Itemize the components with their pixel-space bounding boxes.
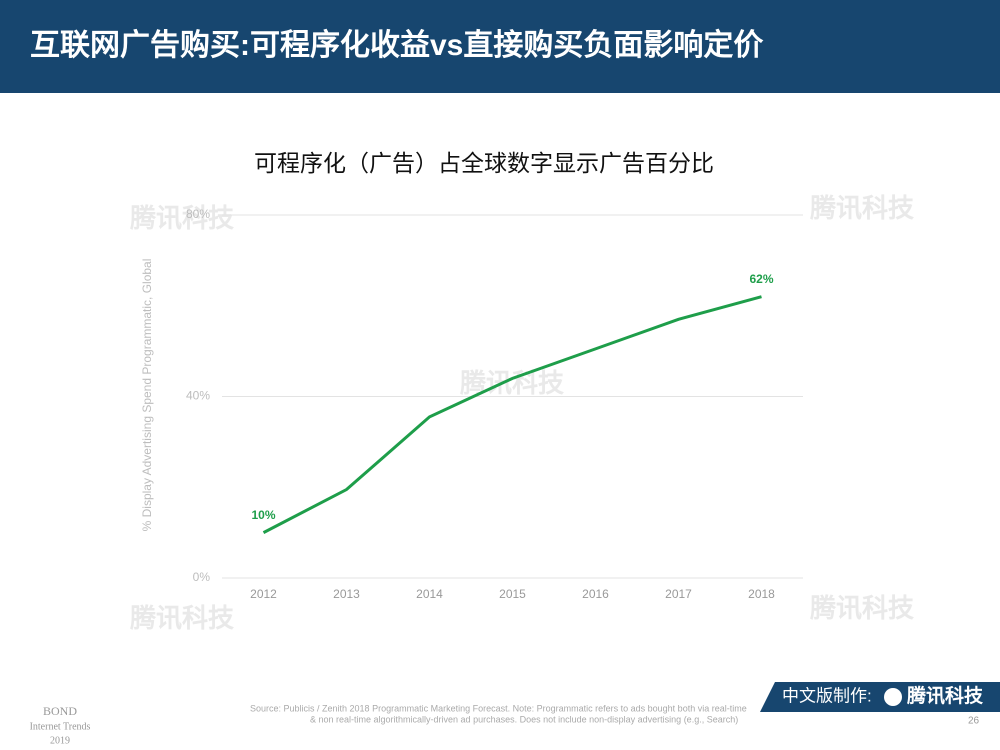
brand: Internet Trends xyxy=(30,721,91,732)
badge xyxy=(760,682,1000,712)
badge-icon xyxy=(884,688,902,706)
watermark: 腾讯科技 xyxy=(460,368,564,398)
y-axis-label: % Display Advertising Spend Programmatic… xyxy=(140,259,154,532)
x-tick-label: 2014 xyxy=(416,587,443,601)
x-tick-label: 2015 xyxy=(499,587,526,601)
page-number: 26 xyxy=(968,716,980,727)
x-tick-label: 2016 xyxy=(582,587,609,601)
x-tick-label: 2012 xyxy=(250,587,277,601)
brand: 2019 xyxy=(50,735,70,746)
watermark: 腾讯科技 xyxy=(810,193,914,223)
x-tick-label: 2018 xyxy=(748,587,775,601)
y-tick-label: 40% xyxy=(186,389,210,403)
source-note: & non real-time algorithmically-driven a… xyxy=(310,714,738,724)
slide-title: 互联网广告购买:可程序化收益vs直接购买负面影响定价 xyxy=(30,28,763,62)
x-tick-label: 2013 xyxy=(333,587,360,601)
badge-label: 中文版制作: xyxy=(782,686,872,705)
y-tick-label: 80% xyxy=(186,207,210,221)
watermark: 腾讯科技 xyxy=(810,593,914,623)
source-note: Source: Publicis / Zenith 2018 Programma… xyxy=(250,703,747,713)
line xyxy=(262,295,762,534)
badge-name: 腾讯科技 xyxy=(906,684,984,707)
y-tick-label: 0% xyxy=(193,570,211,584)
value-label: 62% xyxy=(749,272,773,286)
x-tick-label: 2017 xyxy=(665,587,692,601)
watermark: 腾讯科技 xyxy=(130,203,234,233)
chart-title: 可程序化（广告）占全球数字显示广告百分比 xyxy=(254,150,714,176)
value-label: 10% xyxy=(251,508,275,522)
brand: BOND xyxy=(43,704,77,718)
watermark: 腾讯科技 xyxy=(130,603,234,633)
header-bar xyxy=(0,0,1000,93)
